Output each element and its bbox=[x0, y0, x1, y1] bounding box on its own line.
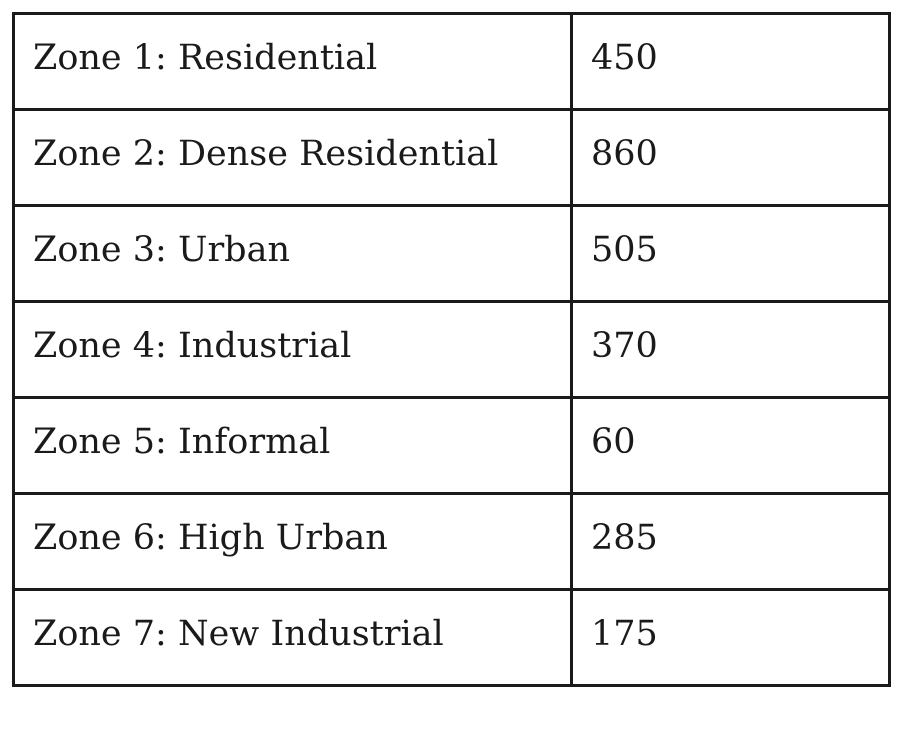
zone-table: Zone 1: Residential 450 Zone 2: Dense Re… bbox=[12, 12, 891, 687]
table-row: Zone 6: High Urban 285 bbox=[12, 492, 891, 591]
zone-value-cell: 860 bbox=[570, 108, 891, 207]
zone-name-cell: Zone 6: High Urban bbox=[12, 492, 573, 591]
table-row: Zone 5: Informal 60 bbox=[12, 396, 891, 495]
table-row: Zone 7: New Industrial 175 bbox=[12, 588, 891, 687]
zone-name-cell: Zone 3: Urban bbox=[12, 204, 573, 303]
zone-value-cell: 60 bbox=[570, 396, 891, 495]
zone-name-cell: Zone 4: Industrial bbox=[12, 300, 573, 399]
table-row: Zone 3: Urban 505 bbox=[12, 204, 891, 303]
zone-name-cell: Zone 1: Residential bbox=[12, 12, 573, 111]
table-row: Zone 1: Residential 450 bbox=[12, 12, 891, 111]
zone-name-cell: Zone 7: New Industrial bbox=[12, 588, 573, 687]
table-row: Zone 2: Dense Residential 860 bbox=[12, 108, 891, 207]
zone-value-cell: 450 bbox=[570, 12, 891, 111]
zone-value-cell: 370 bbox=[570, 300, 891, 399]
zone-value-cell: 175 bbox=[570, 588, 891, 687]
zone-value-cell: 505 bbox=[570, 204, 891, 303]
zone-value-cell: 285 bbox=[570, 492, 891, 591]
zone-table-body: Zone 1: Residential 450 Zone 2: Dense Re… bbox=[12, 12, 891, 687]
zone-name-cell: Zone 2: Dense Residential bbox=[12, 108, 573, 207]
zone-name-cell: Zone 5: Informal bbox=[12, 396, 573, 495]
table-row: Zone 4: Industrial 370 bbox=[12, 300, 891, 399]
